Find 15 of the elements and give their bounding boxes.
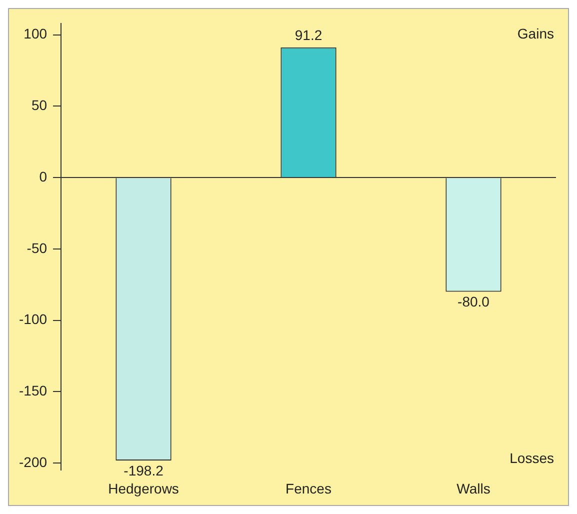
data-label: -198.2 — [124, 462, 164, 478]
y-tick-label: -200 — [18, 454, 48, 470]
y-tick-label: 0 — [39, 168, 48, 184]
y-tick-label: -50 — [26, 240, 48, 256]
x-tick-label: Hedgerows — [108, 480, 179, 496]
y-tick-label: -150 — [18, 382, 48, 399]
y-tick-label: 50 — [31, 97, 48, 114]
y-tick-label: -100 — [18, 311, 48, 328]
y-tick-label: 100 — [24, 26, 48, 42]
data-label: 91.2 — [294, 27, 322, 44]
annotation: Gains — [517, 25, 554, 42]
annotation: Losses — [510, 450, 554, 466]
x-tick-label: Walls — [456, 480, 490, 496]
data-label: -80.0 — [458, 294, 490, 310]
x-tick-label: Fences — [286, 480, 332, 496]
